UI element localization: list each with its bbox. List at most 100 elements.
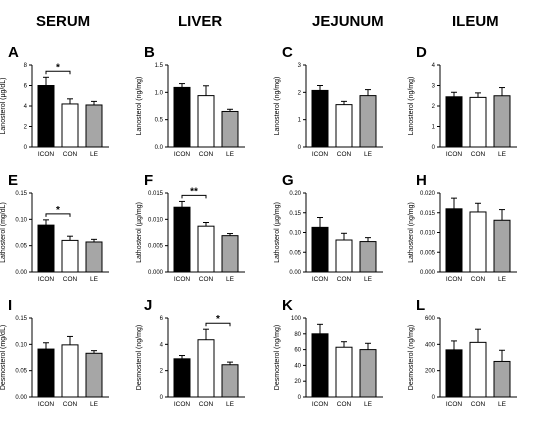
x-tick-label-e-icon: ICON (38, 276, 55, 283)
y-tick-label-i-0: 0.00 (15, 395, 27, 401)
y-tick-label-f-3: 0.015 (148, 191, 164, 197)
y-tick-label-l-2: 400 (425, 342, 436, 348)
y-axis-label-d: Lanosterol (ng/mg) (408, 77, 415, 136)
significance-label-j: * (216, 314, 220, 325)
panel-f: F Lathosterol (µg/mg) 0.000 0.005 0.010 0.015… (136, 172, 245, 283)
y-tick-label-h-3: 0.015 (420, 211, 436, 217)
panel-b: B Lanosterol (ng/mg) 0.0 0.5 1.0 1.5 ICON CON LE (136, 44, 245, 158)
panel-e: E Lathosterol (mg/dL) 0.00 0.05 0.10 0.15 ICON… (0, 172, 109, 283)
y-tick-label-i-1: 0.05 (15, 369, 27, 375)
bar-j-con (197, 339, 215, 398)
y-tick-label-b-2: 1.0 (155, 90, 164, 96)
y-tick-label-h-2: 0.010 (420, 231, 436, 237)
x-tick-label-g-le: LE (364, 276, 373, 283)
y-tick-label-k-0: 0 (298, 395, 302, 401)
y-tick-label-k-5: 100 (291, 316, 302, 322)
panel-letter-b: B (144, 44, 155, 61)
column-title-jejunum: JEJUNUM (312, 13, 384, 30)
x-tick-label-h-le: LE (498, 276, 507, 283)
bar-b-le (221, 110, 239, 148)
y-tick-label-k-2: 40 (294, 363, 301, 369)
x-tick-label-a-le: LE (90, 151, 99, 158)
x-tick-label-h-con: CON (471, 276, 486, 283)
y-tick-label-g-4: 0.20 (289, 191, 301, 197)
bar-j-le (221, 364, 239, 398)
y-tick-label-c-1: 1 (298, 118, 302, 124)
y-tick-label-h-0: 0.000 (420, 270, 436, 276)
y-tick-label-e-0: 0.00 (15, 270, 27, 276)
bar-a-icon (37, 85, 55, 148)
y-tick-label-k-3: 60 (294, 348, 301, 354)
panel-j: J Desmosterol (ng/mg) 0 2 4 6 ICON CON LE * (136, 297, 245, 408)
x-tick-label-l-icon: ICON (446, 401, 463, 408)
y-axis-label-c: Lanosterol (ng/mg) (274, 77, 281, 136)
bar-l-con (469, 341, 487, 398)
panel-letter-j: J (144, 297, 152, 314)
x-tick-label-a-con: CON (63, 151, 78, 158)
x-tick-label-d-le: LE (498, 151, 507, 158)
panel-l: L Desmosterol (ng/mg) 0 200 400 600 ICON CON LE (408, 297, 517, 408)
y-tick-label-j-3: 6 (160, 316, 164, 322)
y-tick-label-d-1: 1 (432, 125, 436, 131)
x-tick-label-c-le: LE (364, 151, 373, 158)
x-tick-label-j-icon: ICON (174, 401, 191, 408)
x-tick-label-g-con: CON (337, 276, 352, 283)
x-tick-label-b-le: LE (226, 151, 235, 158)
bar-c-con (335, 104, 353, 148)
bar-b-con (197, 95, 215, 148)
y-tick-label-d-2: 2 (432, 104, 436, 110)
panel-letter-d: D (416, 44, 427, 61)
y-tick-label-c-2: 2 (298, 90, 302, 96)
y-tick-label-f-1: 0.005 (148, 244, 164, 250)
x-tick-label-f-icon: ICON (174, 276, 191, 283)
significance-label-e: * (56, 205, 60, 216)
x-tick-label-f-le: LE (226, 276, 235, 283)
x-tick-label-i-le: LE (90, 401, 99, 408)
x-tick-label-f-con: CON (199, 276, 214, 283)
panel-letter-a: A (8, 44, 19, 61)
y-tick-label-f-2: 0.010 (148, 217, 164, 223)
significance-label-f: ** (190, 186, 198, 197)
column-title-ileum: ILEUM (452, 13, 499, 30)
bar-g-icon (311, 226, 329, 273)
y-tick-label-i-2: 0.10 (15, 342, 27, 348)
x-tick-label-h-icon: ICON (446, 276, 463, 283)
bar-k-icon (311, 333, 329, 398)
y-tick-label-g-1: 0.05 (289, 250, 301, 256)
column-title-liver: LIVER (178, 13, 222, 30)
y-tick-label-g-0: 0.00 (289, 270, 301, 276)
y-tick-label-e-3: 0.15 (15, 191, 27, 197)
panel-k: K Desmosterol (ng/mg) 0 20 40 60 80 100 ICON CON L… (274, 297, 383, 408)
panel-a: A Lanosterol (µg/dL) 0 2 4 6 8 ICON CON LE * (0, 44, 109, 158)
x-tick-label-l-con: CON (471, 401, 486, 408)
bar-c-icon (311, 89, 329, 148)
panel-letter-g: G (282, 172, 294, 189)
y-tick-label-b-3: 1.5 (155, 63, 164, 69)
bar-l-le (493, 360, 511, 398)
x-tick-label-d-con: CON (471, 151, 486, 158)
x-tick-label-e-con: CON (63, 276, 78, 283)
y-tick-label-a-4: 8 (24, 63, 28, 69)
column-title-serum: SERUM (36, 13, 90, 30)
y-tick-label-j-2: 4 (160, 342, 164, 348)
x-tick-label-k-icon: ICON (312, 401, 329, 408)
bar-i-con (61, 344, 79, 398)
y-tick-label-a-2: 4 (24, 104, 28, 110)
panel-letter-f: F (144, 172, 153, 189)
y-axis-label-j: Desmosterol (ng/mg) (136, 325, 143, 390)
y-axis-label-g: Lathosterol (µg/mg) (274, 202, 281, 263)
y-axis-label-e: Lathosterol (mg/dL) (0, 202, 7, 263)
significance-bracket-f (181, 194, 207, 199)
significance-label-a: * (56, 62, 60, 73)
y-tick-label-g-3: 0.15 (289, 211, 301, 217)
bar-h-le (493, 219, 511, 273)
x-tick-label-k-con: CON (337, 401, 352, 408)
y-tick-label-j-1: 2 (160, 369, 164, 375)
bar-a-con (61, 103, 79, 148)
x-tick-label-i-con: CON (63, 401, 78, 408)
bar-j-icon (173, 358, 191, 398)
panel-letter-e: E (8, 172, 18, 189)
y-tick-label-a-0: 0 (24, 145, 28, 151)
